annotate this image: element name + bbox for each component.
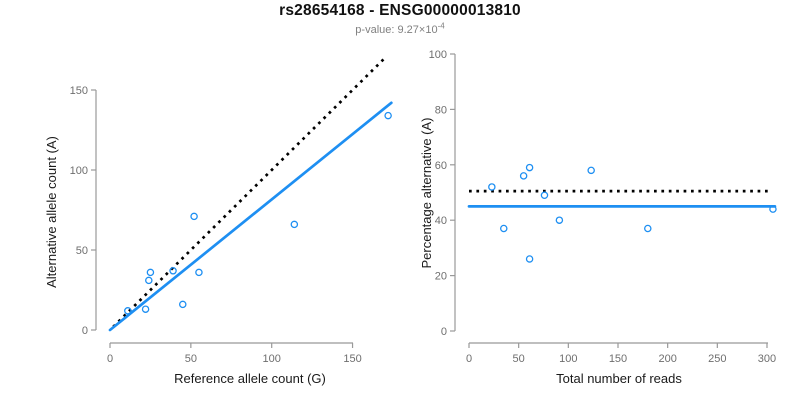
data-point: [519, 172, 528, 180]
x-tick-label: 100: [263, 353, 281, 365]
x-tick-label: 150: [609, 353, 627, 365]
data-point: [145, 276, 153, 285]
x-tick-label: 250: [708, 353, 726, 365]
y-axis-label: Alternative allele count (A): [44, 136, 59, 288]
data-point: [769, 205, 777, 213]
data-point: [146, 268, 155, 277]
data-point: [195, 268, 203, 277]
y-tick-label: 100: [70, 165, 88, 177]
y-axis-label: Percentage alternative (A): [419, 117, 434, 268]
data-point: [141, 305, 150, 313]
data-point: [540, 191, 549, 200]
x-tick-label: 100: [559, 353, 577, 365]
data-point: [525, 163, 534, 172]
y-tick-label: 100: [429, 49, 447, 61]
data-point: [488, 183, 496, 191]
x-tick-label: 0: [466, 353, 472, 365]
x-tick-label: 150: [343, 353, 361, 365]
x-axis-label: Reference allele count (G): [174, 371, 326, 386]
x-tick-label: 200: [658, 353, 676, 365]
y-tick-label: 80: [435, 104, 447, 116]
data-point: [525, 255, 534, 263]
data-point: [384, 111, 392, 120]
data-point: [190, 212, 198, 221]
x-axis-label: Total number of reads: [556, 371, 682, 386]
data-point: [179, 300, 187, 309]
y-tick-label: 150: [70, 85, 88, 97]
x-tick-label: 50: [513, 353, 525, 365]
data-point: [555, 216, 564, 224]
y-tick-label: 40: [435, 215, 447, 227]
data-point: [124, 307, 132, 315]
data-point: [587, 166, 595, 175]
p-value-text: p-value: 9.27×10: [355, 24, 438, 36]
y-tick-label: 50: [76, 245, 88, 257]
plot-subtitle: p-value: 9.27×10-4: [0, 21, 800, 36]
data-point: [644, 224, 652, 233]
data-point: [169, 267, 177, 275]
x-tick-label: 300: [758, 353, 776, 365]
x-tick-label: 50: [185, 353, 197, 365]
y-tick-label: 60: [435, 160, 447, 172]
y-tick-label: 0: [82, 325, 88, 337]
y-tick-label: 20: [435, 271, 447, 283]
plot-title: rs28654168 - ENSG00000013810: [279, 2, 521, 19]
x-tick-label: 0: [107, 353, 113, 365]
p-value-exponent: -4: [437, 21, 445, 31]
identity-line: [112, 55, 388, 328]
y-tick-label: 0: [441, 326, 447, 338]
data-point: [500, 224, 508, 233]
data-point: [290, 220, 299, 229]
regression-line: [108, 101, 393, 332]
